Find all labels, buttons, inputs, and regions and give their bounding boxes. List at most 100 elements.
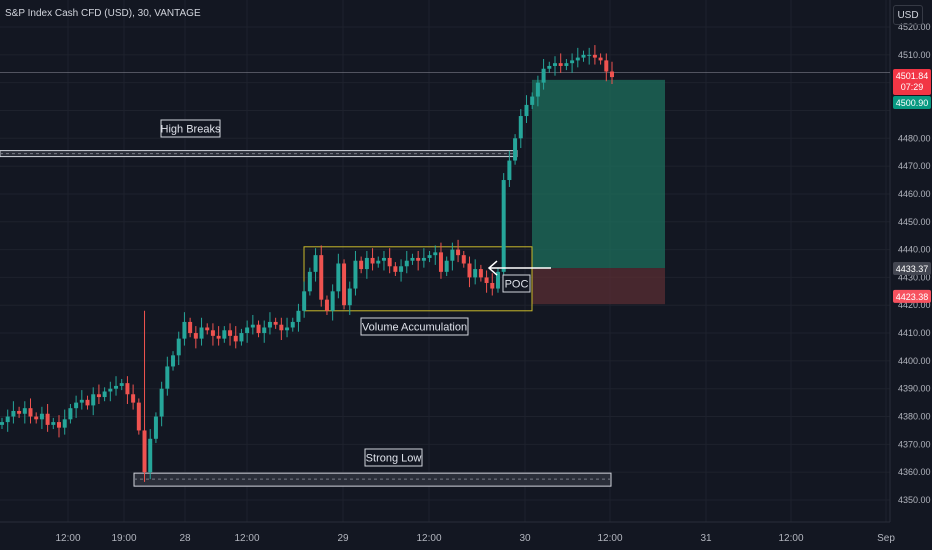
y-tick-label: 4450.00 <box>898 217 931 227</box>
candle-body <box>22 408 27 414</box>
candle-body <box>131 394 136 403</box>
grid <box>0 0 891 523</box>
x-tick-label: 12:00 <box>55 533 80 544</box>
candle-body <box>245 327 250 334</box>
stop-zone <box>532 268 665 305</box>
candle-body <box>0 422 4 425</box>
candle-body <box>364 257 369 270</box>
candle-body <box>404 260 409 267</box>
position-zones <box>532 79 665 305</box>
high-breaks-label: High Breaks <box>161 124 221 136</box>
candle-body <box>307 271 312 292</box>
x-tick-label: 12:00 <box>778 533 803 544</box>
candle-body <box>302 291 307 311</box>
y-tick-label: 4360.00 <box>898 467 931 477</box>
x-tick-label: 19:00 <box>111 533 136 544</box>
candle-body <box>541 68 546 83</box>
y-tick-label: 4410.00 <box>898 328 931 338</box>
candle-body <box>267 321 272 328</box>
candle-body <box>319 255 324 300</box>
poc-label: POC <box>505 279 529 291</box>
candle-body <box>5 416 10 423</box>
candle-body <box>159 388 164 417</box>
candle-body <box>484 277 489 283</box>
candle-body <box>17 410 22 414</box>
candle-body <box>148 438 153 473</box>
candle-body <box>393 266 398 272</box>
candle-body <box>114 385 119 389</box>
candles <box>0 45 614 482</box>
candle-body <box>587 54 592 56</box>
candle-body <box>478 269 483 278</box>
y-tick-label: 4370.00 <box>898 439 931 449</box>
candle-body <box>518 116 523 139</box>
strong-low-zone <box>133 472 612 487</box>
candle-body <box>564 63 569 66</box>
candle-body <box>85 399 90 406</box>
candle-body <box>456 249 461 256</box>
candle-body <box>513 138 518 161</box>
candle-body <box>68 408 73 420</box>
y-tick-label: 4520.00 <box>898 22 931 32</box>
x-tick-label: 12:00 <box>234 533 259 544</box>
candle-body <box>233 335 238 342</box>
candle-body <box>610 71 614 78</box>
candle-body <box>273 321 278 325</box>
currency-button[interactable]: USD <box>893 5 923 25</box>
y-tick-label: 4390.00 <box>898 384 931 394</box>
candle-body <box>28 408 33 417</box>
current-price-tag-text: 07:29 <box>901 82 924 92</box>
candle-body <box>45 413 50 425</box>
volume-accumulation-label-box <box>360 317 469 336</box>
candle-body <box>102 391 107 398</box>
candle-body <box>370 257 375 264</box>
candle-body <box>205 327 210 331</box>
candle-body <box>285 327 290 331</box>
accumulation-box <box>303 246 533 312</box>
target-zone <box>532 79 665 269</box>
candle-body <box>57 422 62 428</box>
bid-price-tag-text: 4500.90 <box>896 98 929 108</box>
poc-arrow-head-icon <box>487 260 498 276</box>
y-tick-label: 4480.00 <box>898 133 931 143</box>
candle-body <box>296 310 301 322</box>
candle-body <box>592 54 597 58</box>
candle-body <box>119 383 124 386</box>
candle-body <box>153 416 158 439</box>
candle-body <box>34 416 39 420</box>
candle-body <box>427 255 432 258</box>
candle-body <box>199 327 204 339</box>
candle-body <box>575 57 580 61</box>
candle-body <box>39 413 44 420</box>
candle-body <box>239 333 244 342</box>
x-tick-label: 12:00 <box>416 533 441 544</box>
candle-body <box>410 257 415 261</box>
candle-body <box>353 260 358 289</box>
candle-body <box>96 394 101 398</box>
candle-body <box>547 65 552 69</box>
price-axis: 4350.00 4360.00 4370.00 4380.00 4390.00 4400.… <box>898 22 931 505</box>
y-tick-label: 4350.00 <box>898 495 931 505</box>
entry-price-tag-text: 4433.37 <box>896 264 929 274</box>
candle-body <box>290 321 295 328</box>
poc-label-box <box>502 274 531 293</box>
candle-body <box>125 383 130 395</box>
high-breaks-label-box <box>160 119 221 138</box>
candle-body <box>467 263 472 278</box>
stop-price-tag-text: 4423.38 <box>896 292 929 302</box>
y-tick-label: 4440.00 <box>898 245 931 255</box>
x-tick-label: 12:00 <box>597 533 622 544</box>
time-axis: 12:00 19:00 28 12:00 29 12:00 30 12:00 31 12:00 Se… <box>55 533 895 544</box>
entry-price-tag-bg <box>893 262 931 276</box>
strong-low-label-box <box>364 448 423 467</box>
candle-body <box>256 324 261 334</box>
candle-body <box>433 252 438 256</box>
candle-body <box>182 321 187 339</box>
candle-body <box>535 82 540 97</box>
candle-body <box>450 249 455 261</box>
candle-body <box>342 263 347 306</box>
candle-body <box>381 257 386 261</box>
candle-body <box>193 333 198 339</box>
